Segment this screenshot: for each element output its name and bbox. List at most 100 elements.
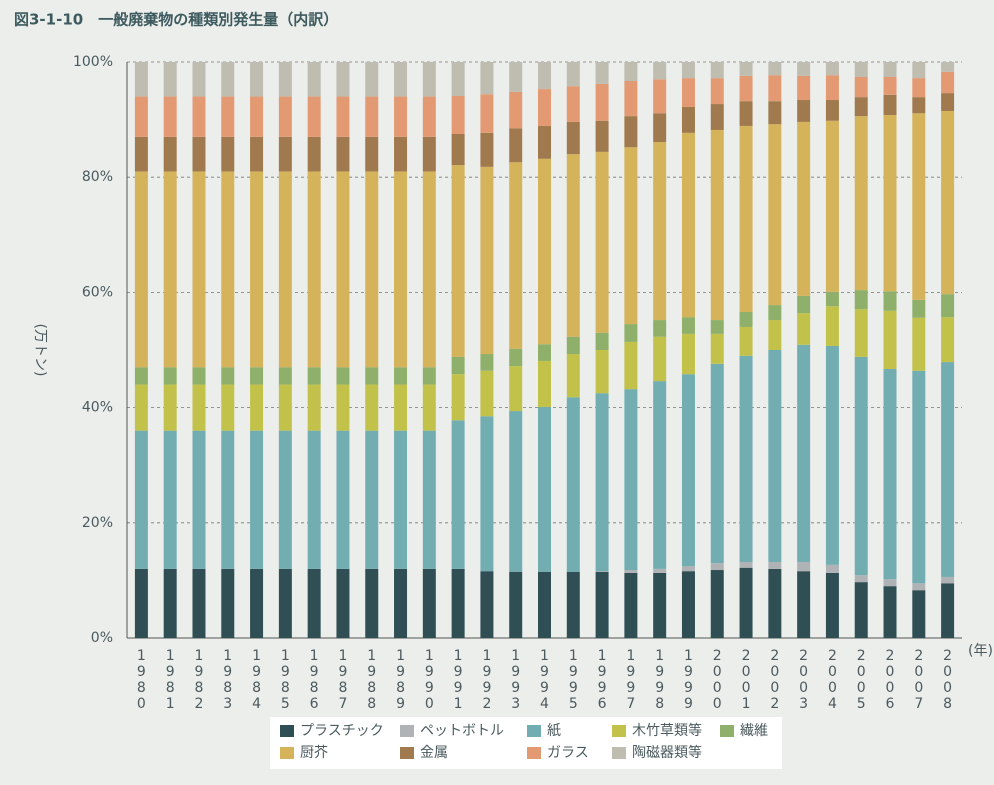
bar-segment: [307, 136, 321, 172]
bar-segment: [941, 71, 955, 94]
bar-segment: [163, 384, 177, 431]
legend-swatch: [720, 725, 734, 737]
bar-segment: [768, 62, 782, 76]
bar-segment: [278, 367, 292, 385]
bar-segment: [710, 320, 724, 334]
x-tick-label: 1991: [450, 648, 466, 712]
bar-segment: [163, 430, 177, 569]
x-tick-label: 1982: [191, 648, 207, 712]
bar-segment: [595, 393, 609, 572]
bar-segment: [624, 341, 638, 390]
bar-segment: [134, 96, 148, 137]
x-tick-label: 1995: [565, 648, 581, 712]
bar-segment: [912, 370, 926, 584]
bar-segment: [566, 154, 580, 337]
bar-segment: [710, 363, 724, 564]
x-tick-label: 1997: [623, 648, 639, 712]
bar-segment: [653, 62, 667, 80]
bar-segment: [480, 370, 494, 417]
bar-segment: [768, 320, 782, 350]
bar-segment: [768, 75, 782, 102]
bar-segment: [451, 420, 465, 569]
bar-segment: [825, 306, 839, 346]
bar-segment: [365, 96, 379, 137]
legend-label: 厨芥: [300, 744, 328, 761]
bar-segment: [134, 430, 148, 569]
x-tick-label: 2007: [911, 648, 927, 712]
bar-segment: [825, 345, 839, 565]
bar-segment: [710, 78, 724, 105]
x-tick-label: 1985: [277, 648, 293, 712]
bar-segment: [422, 568, 436, 638]
bar-segment: [595, 120, 609, 152]
bar-segment: [883, 76, 897, 95]
bar-segment: [538, 360, 551, 408]
legend-label: 紙: [547, 723, 561, 739]
bar-segment: [307, 384, 321, 431]
legend-swatch: [400, 747, 414, 759]
bar-segment: [653, 381, 667, 569]
bar-segment: [595, 571, 609, 572]
bar-segment: [538, 158, 551, 345]
bar-segment: [307, 96, 321, 137]
bar-segment: [422, 430, 436, 569]
bar-segment: [825, 62, 839, 76]
bar-segment: [653, 568, 667, 573]
bar-segment: [221, 384, 235, 431]
bar-segment: [854, 309, 868, 357]
bar-segment: [883, 62, 897, 77]
bar-segment: [365, 384, 379, 431]
bar-segment: [509, 91, 523, 129]
bar-segment: [451, 568, 465, 638]
bar-segment: [365, 171, 379, 368]
bar-segment: [336, 136, 350, 172]
bar-segment: [854, 116, 868, 291]
bar-segment: [134, 568, 148, 638]
bar-segment: [250, 367, 264, 385]
bar-segment: [163, 171, 177, 368]
bar-segment: [221, 136, 235, 172]
bar-segment: [825, 291, 839, 307]
bar-segment: [394, 568, 408, 638]
bar-segment: [451, 134, 465, 166]
bar-segment: [336, 367, 350, 385]
bar-segment: [883, 369, 897, 580]
bar-segment: [681, 132, 695, 318]
bar-segment: [854, 356, 868, 576]
x-tick-label: 1980: [133, 648, 149, 712]
bar-segment: [538, 89, 551, 126]
legend-swatch: [612, 747, 626, 759]
bar-segment: [825, 75, 839, 101]
bar-segment: [595, 151, 609, 333]
legend-label: プラスチック: [300, 723, 384, 739]
bar-segment: [681, 566, 695, 572]
bar-segment: [710, 62, 724, 79]
bar-segment: [134, 367, 148, 385]
bar-segment: [278, 568, 292, 638]
x-tick-label: 1998: [652, 648, 668, 712]
bar-segment: [739, 75, 753, 102]
bar-segment: [825, 100, 839, 121]
bar-segment: [912, 113, 926, 300]
bar-segment: [278, 96, 292, 137]
legend-label: ガラス: [547, 745, 589, 761]
bar-segment: [710, 570, 724, 638]
bar-segment: [854, 290, 868, 310]
bar-segment: [422, 384, 436, 431]
bar-segment: [163, 367, 177, 385]
bar-segment: [278, 384, 292, 431]
legend-label: ペットボトル: [420, 723, 504, 739]
legend-swatch: [400, 725, 414, 737]
legend-label: 金属: [420, 745, 448, 761]
bar-segment: [797, 121, 811, 296]
bar-segment: [653, 142, 667, 321]
bar-segment: [221, 568, 235, 638]
x-tick-label: 2005: [853, 648, 869, 712]
bar-segment: [192, 430, 206, 569]
bar-segment: [566, 121, 580, 155]
legend-label: 木竹草類等: [632, 722, 702, 739]
bar-segment: [854, 76, 868, 98]
bar-segment: [509, 571, 523, 638]
x-tick-label: 1989: [393, 648, 409, 712]
bar-segment: [739, 62, 753, 76]
